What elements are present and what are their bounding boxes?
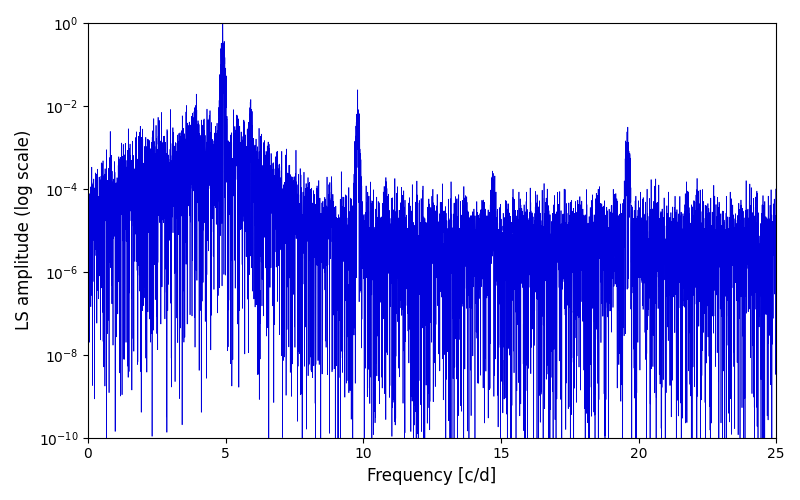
- X-axis label: Frequency [c/d]: Frequency [c/d]: [367, 467, 497, 485]
- Y-axis label: LS amplitude (log scale): LS amplitude (log scale): [15, 130, 33, 330]
